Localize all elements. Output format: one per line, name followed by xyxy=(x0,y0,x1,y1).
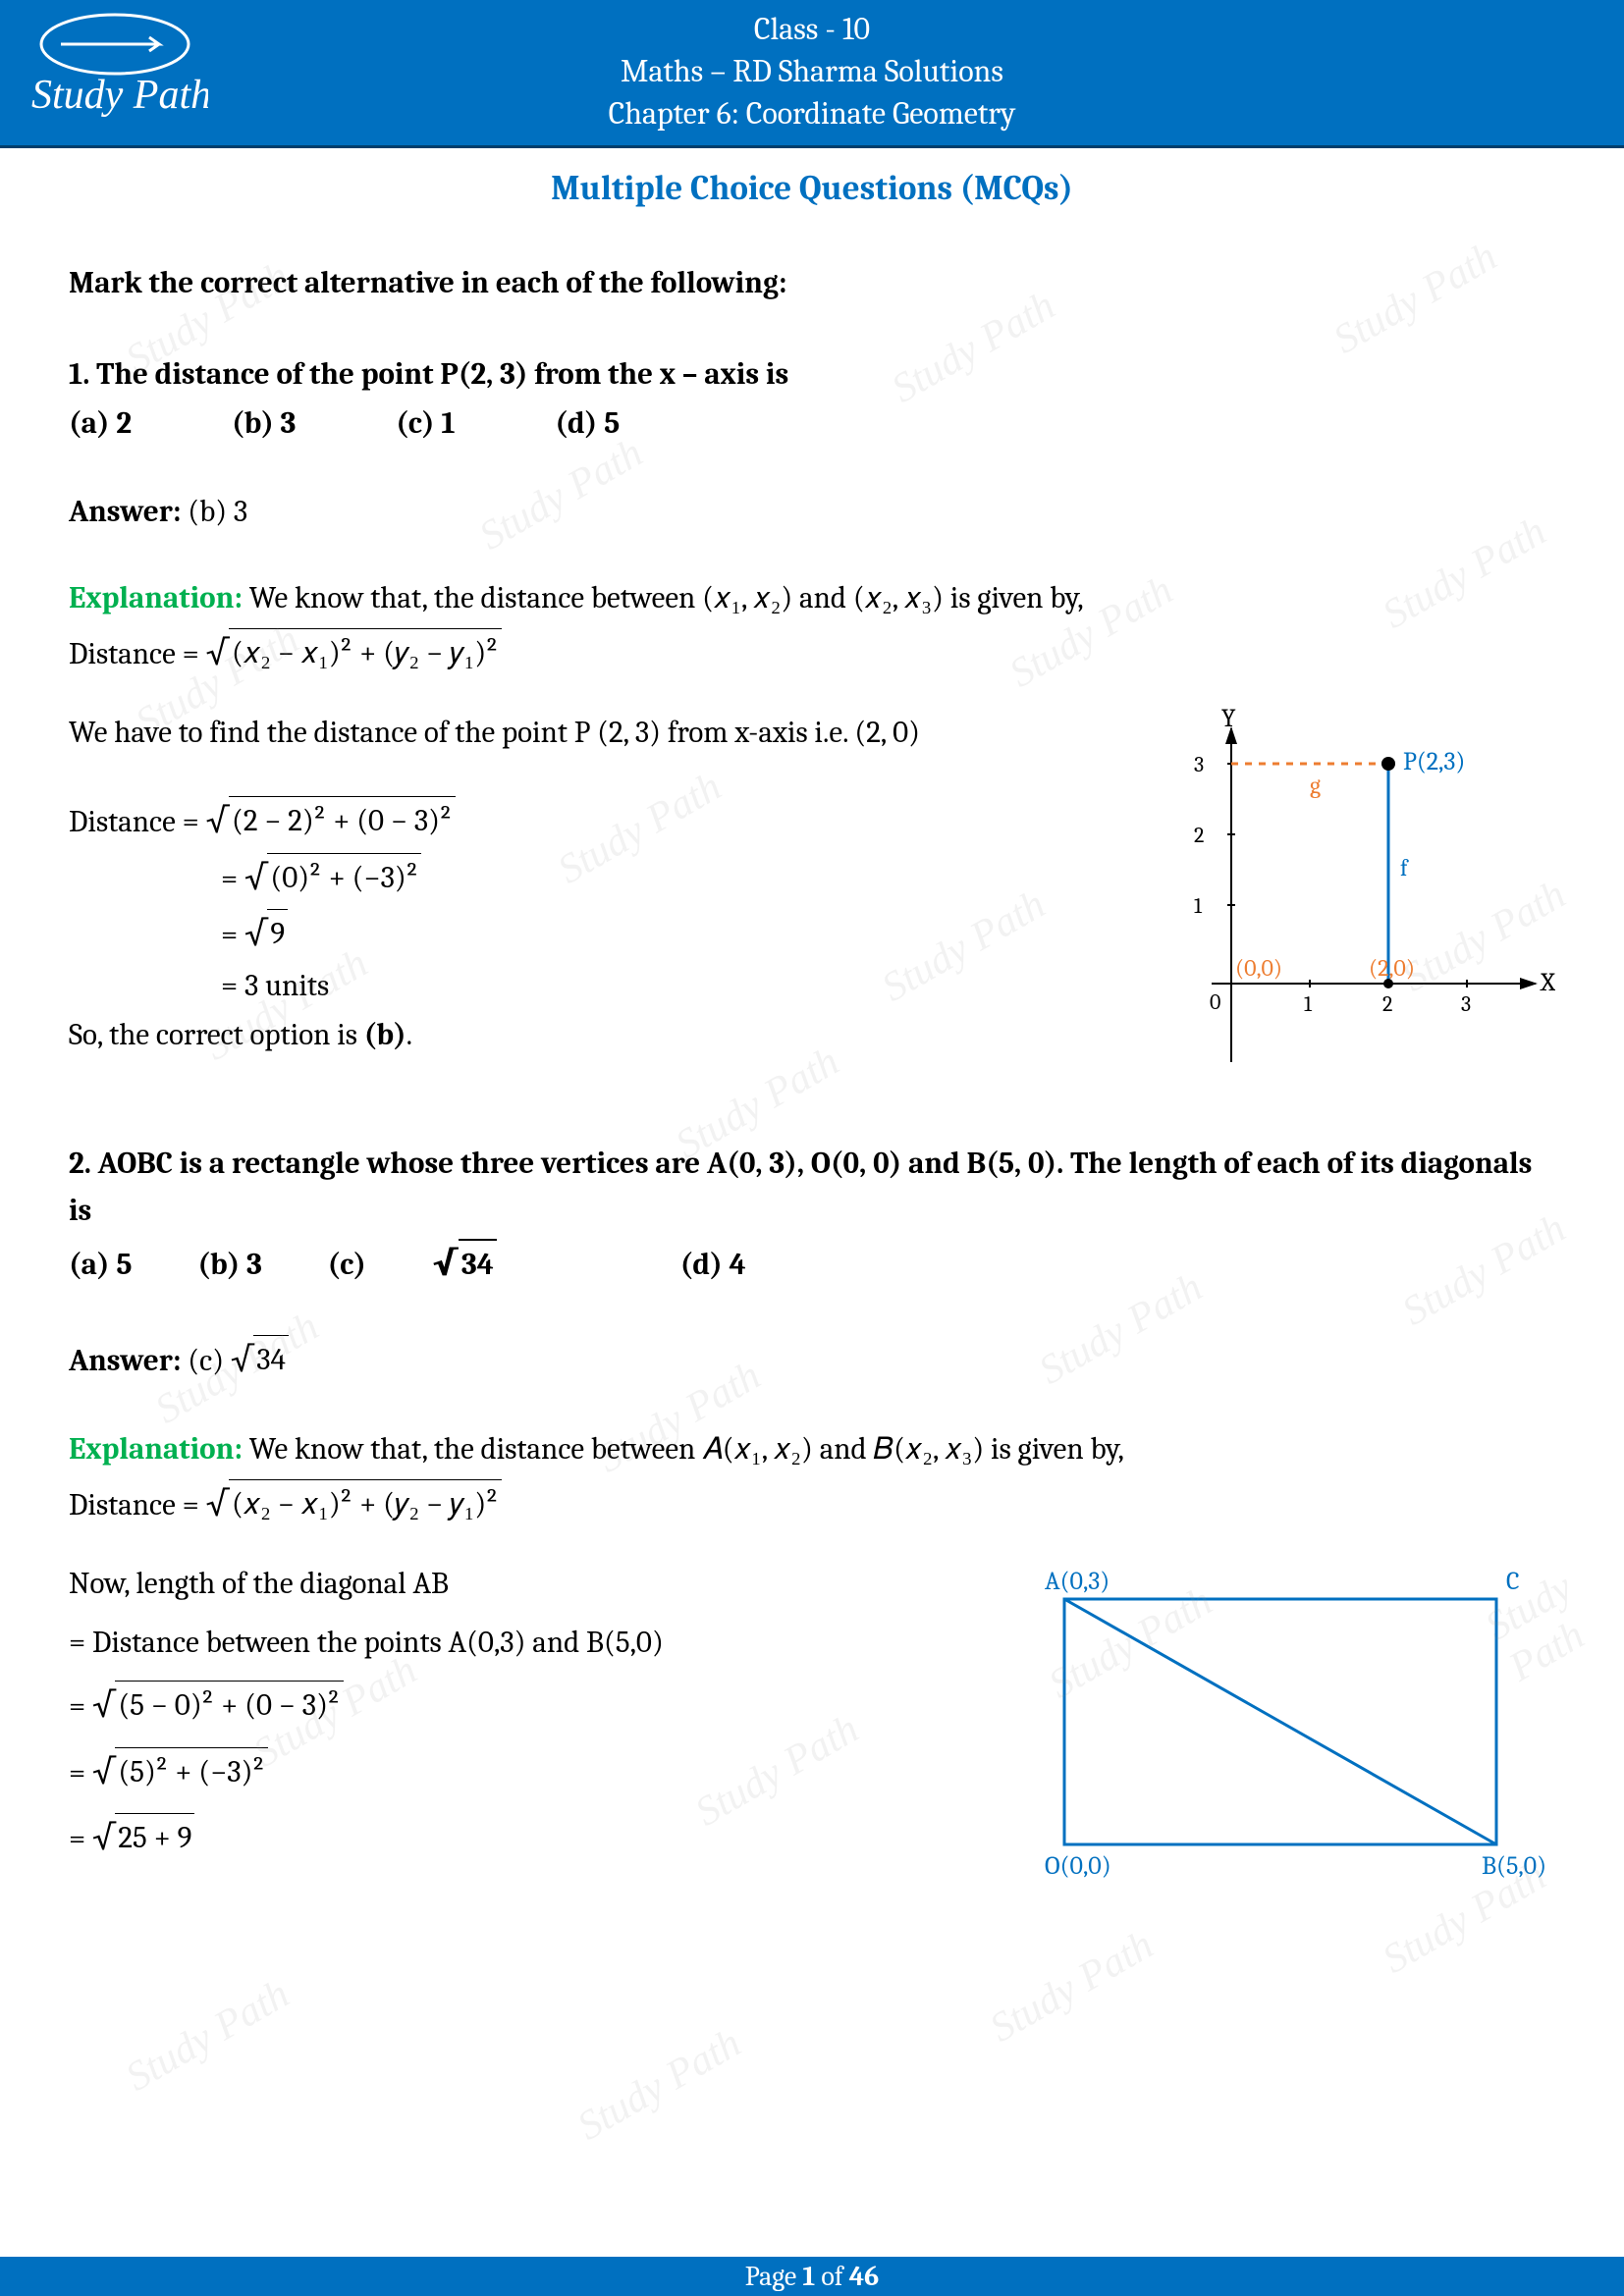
question-2: 2. AOBC is a rectangle whose three verti… xyxy=(69,1140,1555,1907)
svg-text:0: 0 xyxy=(1210,989,1220,1015)
q2-opt-c-pre: (c) xyxy=(328,1247,373,1282)
foot-label: (2,0) xyxy=(1369,954,1415,982)
section-title: Multiple Choice Questions (MCQs) xyxy=(69,162,1555,215)
q1-answer: Answer: (b) 3 xyxy=(69,488,1555,535)
q2-opt-a: (a) 5 xyxy=(69,1247,133,1282)
q2-explanation: Explanation: We know that, the distance … xyxy=(69,1425,1555,1472)
formula-prefix: Distance = xyxy=(69,636,206,671)
calc2-body: (0)² + (−3)² xyxy=(267,853,421,901)
q1-calc1: Distance = (2 − 2)² + (0 − 3)² xyxy=(69,793,1104,847)
q1-graph: X Y 1 2 3 1 2 3 0 xyxy=(1133,709,1555,1095)
footer-mid: of xyxy=(815,2261,849,2292)
q1-opt-d: (d) 5 xyxy=(555,405,620,441)
q1-answer-label: Answer: xyxy=(69,494,181,529)
formula-body: (𝑥₂ − 𝑥₁)² + (𝑦₂ − 𝑦₁)² xyxy=(229,628,502,676)
conclude-pre: So, the correct option is xyxy=(69,1017,364,1052)
point-p-label: P(2,3) xyxy=(1403,747,1465,776)
svg-text:3: 3 xyxy=(1194,752,1204,777)
q1-left-col: We have to find the distance of the poin… xyxy=(69,709,1104,1095)
q1-explanation: Explanation: We know that, the distance … xyxy=(69,574,1555,621)
page-header: Study Path Class - 10 Maths – RD Sharma … xyxy=(0,0,1624,148)
q1-text: 1. The distance of the point P(2, 3) fro… xyxy=(69,350,1555,398)
q2-calc1-body: (5 − 0)² + (0 − 3)² xyxy=(115,1681,343,1729)
q1-expl-text: We know that, the distance between (𝑥₁, … xyxy=(243,580,1084,615)
studypath-logo: Study Path xyxy=(22,10,208,128)
q2-opt-d: (d) 4 xyxy=(680,1247,746,1282)
rectangle-diagram: A(0,3) C O(0,0) B(5,0) xyxy=(1005,1560,1555,1894)
q2-opt-b: (b) 3 xyxy=(197,1247,261,1282)
vertex-c: C xyxy=(1506,1567,1520,1596)
q2-distance-formula: Distance = (𝑥₂ − 𝑥₁)² + (𝑦₂ − 𝑦₁)² xyxy=(69,1476,1555,1530)
q1-opt-a: (a) 2 xyxy=(69,405,132,441)
q2-ans-pre: (c) xyxy=(181,1343,230,1378)
q1-two-column: We have to find the distance of the poin… xyxy=(69,709,1555,1095)
conclude-b: (b) xyxy=(364,1017,406,1052)
q1-calc2: = (0)² + (−3)² xyxy=(69,850,1104,904)
header-class: Class - 10 xyxy=(0,8,1624,50)
svg-text:1: 1 xyxy=(1304,991,1313,1017)
vertex-a: A(0,3) xyxy=(1045,1567,1110,1596)
vertex-b: B(5,0) xyxy=(1482,1851,1546,1881)
calc1-body: (2 − 2)² + (0 − 3)² xyxy=(229,796,456,844)
q2-options: (a) 5 (b) 3 (c) 34 (d) 4 xyxy=(69,1236,1555,1290)
q2-expl-text: We know that, the distance between 𝐴(𝑥₁,… xyxy=(243,1431,1124,1467)
x-axis-label: X xyxy=(1540,968,1555,997)
q2-calc2: = (5)² + (−3)² xyxy=(69,1744,976,1798)
coordinate-graph: X Y 1 2 3 1 2 3 0 xyxy=(1133,709,1555,1082)
header-subject: Maths – RD Sharma Solutions xyxy=(0,50,1624,92)
svg-text:2: 2 xyxy=(1382,991,1392,1017)
q2-expl-label: Explanation: xyxy=(69,1431,243,1467)
q2-opt-c: (c) 34 xyxy=(328,1247,615,1282)
q1-para1: We have to find the distance of the poin… xyxy=(69,709,1104,756)
conclude-post: . xyxy=(406,1017,412,1052)
origin-label: (0,0) xyxy=(1235,954,1282,982)
calc3-body: 9 xyxy=(267,909,288,957)
q1-opt-b: (b) 3 xyxy=(232,405,296,441)
svg-text:Study Path: Study Path xyxy=(31,73,208,118)
question-1: 1. The distance of the point P(2, 3) fro… xyxy=(69,350,1555,1096)
q1-conclusion: So, the correct option is (b). xyxy=(69,1011,1104,1058)
q2-para1: Now, length of the diagonal AB xyxy=(69,1560,976,1607)
q1-opt-c: (c) 1 xyxy=(396,405,455,441)
svg-text:1: 1 xyxy=(1194,893,1203,919)
footer-total: 46 xyxy=(849,2261,880,2292)
q2-calc1: = (5 − 0)² + (0 − 3)² xyxy=(69,1678,976,1732)
page-content: Multiple Choice Questions (MCQs) Mark th… xyxy=(0,162,1624,2026)
q2-opt-c-sqrt: 34 xyxy=(459,1239,497,1288)
q2-graph: A(0,3) C O(0,0) B(5,0) xyxy=(1005,1560,1555,1907)
q2-two-column: Now, length of the diagonal AB = Distanc… xyxy=(69,1560,1555,1907)
header-chapter: Chapter 6: Coordinate Geometry xyxy=(0,92,1624,134)
q1-calc4: = 3 units xyxy=(69,962,1104,1009)
explanation-label: Explanation: xyxy=(69,580,243,615)
q2-text: 2. AOBC is a rectangle whose three verti… xyxy=(69,1140,1555,1234)
q2-formula-prefix: Distance = xyxy=(69,1487,206,1522)
q2-calc3-body: 25 + 9 xyxy=(115,1813,194,1861)
q1-distance-formula: Distance = (𝑥₂ − 𝑥₁)² + (𝑦₂ − 𝑦₁)² xyxy=(69,625,1555,679)
footer-pre: Page xyxy=(745,2261,803,2292)
page-footer: Page 1 of 46 xyxy=(0,2257,1624,2296)
q2-calc2-body: (5)² + (−3)² xyxy=(115,1747,268,1795)
footer-page-num: 1 xyxy=(802,2261,815,2292)
y-axis-label: Y xyxy=(1221,709,1236,733)
calc-prefix: Distance = xyxy=(69,804,206,839)
svg-text:3: 3 xyxy=(1461,991,1471,1017)
q1-calc3: = 9 xyxy=(69,906,1104,960)
q1-options: (a) 2 (b) 3 (c) 1 (d) 5 xyxy=(69,400,1555,447)
q2-ans-sqrt: 34 xyxy=(253,1335,289,1383)
q2-calc3: = 25 + 9 xyxy=(69,1810,976,1864)
instruction-text: Mark the correct alternative in each of … xyxy=(69,259,1555,306)
line-g-label: g xyxy=(1310,772,1321,799)
q2-answer: Answer: (c) 34 xyxy=(69,1332,1555,1386)
q2-answer-label: Answer: xyxy=(69,1343,181,1378)
q2-left-col: Now, length of the diagonal AB = Distanc… xyxy=(69,1560,976,1864)
q2-formula-body: (𝑥₂ − 𝑥₁)² + (𝑦₂ − 𝑦₁)² xyxy=(229,1479,502,1527)
vertex-o: O(0,0) xyxy=(1045,1851,1111,1881)
q1-answer-value: (b) 3 xyxy=(181,494,247,529)
q2-para2: = Distance between the points A(0,3) and… xyxy=(69,1619,976,1666)
svg-text:2: 2 xyxy=(1194,823,1204,848)
line-f-label: f xyxy=(1400,854,1409,881)
